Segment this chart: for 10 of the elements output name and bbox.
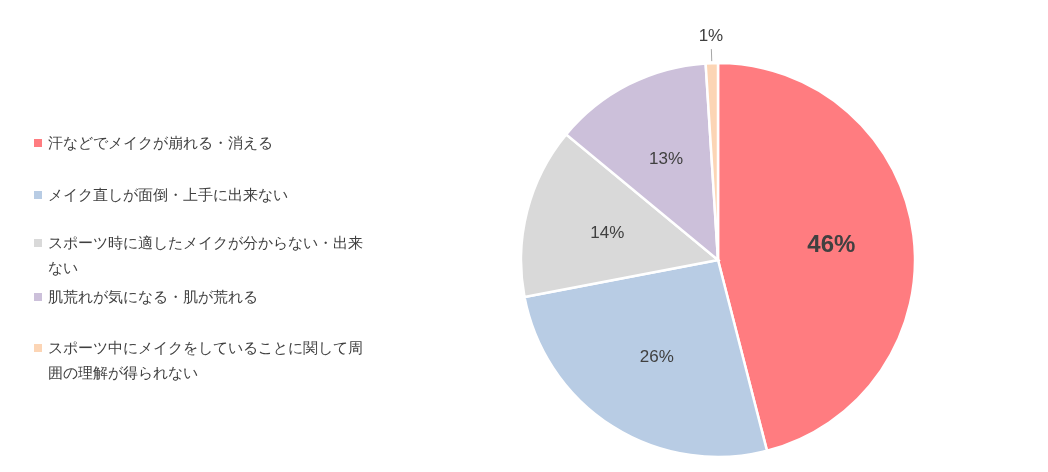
data-label: 26% (639, 347, 674, 367)
legend-label: スポーツ中にメイクをしていることに関して周囲の理解が得られない (48, 339, 363, 381)
data-label: 13% (649, 149, 684, 169)
legend-label: 汗などでメイクが崩れる・消える (48, 134, 273, 151)
data-label: 1% (698, 26, 724, 46)
legend-label: 肌荒れが気になる・肌が荒れる (48, 288, 258, 305)
data-label: 14% (590, 222, 625, 242)
data-label: 46% (807, 229, 856, 257)
legend-label: スポーツ時に適したメイクが分からない・出来ない (48, 234, 363, 276)
legend-label: メイク直しが面倒・上手に出来ない (48, 186, 288, 203)
